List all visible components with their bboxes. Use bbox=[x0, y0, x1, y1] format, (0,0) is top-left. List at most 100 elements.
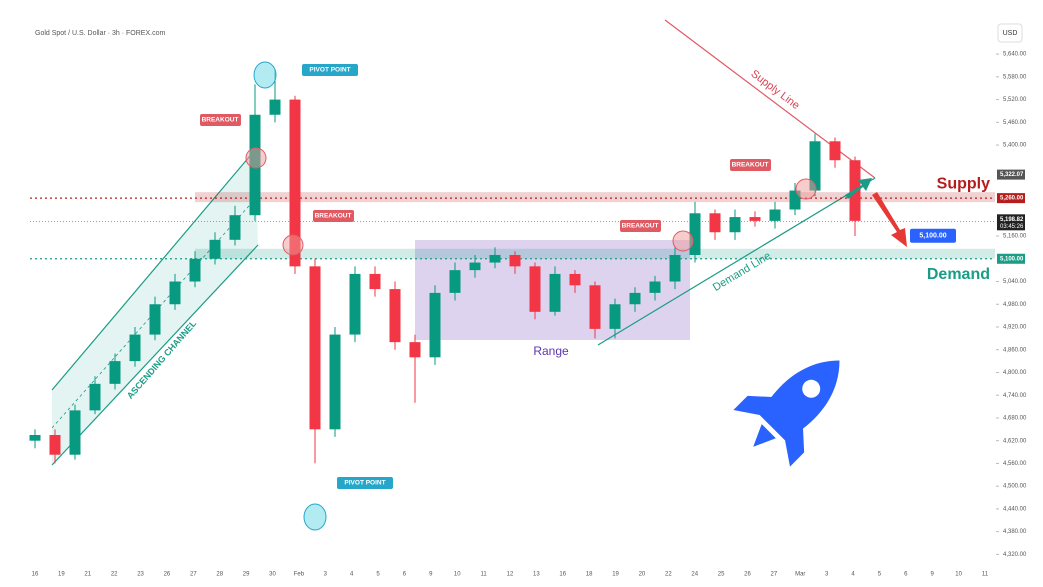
pivot-label: PIVOT POINT bbox=[344, 480, 385, 487]
candle-body bbox=[229, 215, 241, 240]
x-tick-label: 22 bbox=[111, 572, 118, 578]
range-label: Range bbox=[533, 344, 569, 358]
breakout-label: BREAKOUT bbox=[315, 213, 352, 220]
down-arrow bbox=[872, 192, 907, 247]
candle-body bbox=[469, 262, 481, 271]
candle-body bbox=[609, 304, 621, 329]
candle-body bbox=[829, 141, 841, 161]
x-tick-label: 5 bbox=[878, 572, 882, 578]
candle-body bbox=[569, 273, 581, 286]
breakout-label: BREAKOUT bbox=[732, 162, 769, 169]
candle-body bbox=[29, 435, 41, 441]
candle-body bbox=[189, 258, 201, 282]
candle-body bbox=[129, 334, 141, 362]
candle-body bbox=[349, 273, 361, 335]
x-tick-label: 19 bbox=[58, 572, 65, 578]
level-tag bbox=[997, 253, 1025, 264]
pivot-circle bbox=[253, 61, 277, 89]
candle-body bbox=[309, 266, 321, 430]
x-tick-label: Mar bbox=[795, 572, 805, 578]
x-tick-label: 9 bbox=[429, 572, 433, 578]
level-name: Demand bbox=[927, 266, 990, 283]
candle-body bbox=[769, 209, 781, 221]
x-tick-label: 10 bbox=[955, 572, 962, 578]
breakout-circle bbox=[795, 178, 817, 200]
candle-body bbox=[389, 289, 401, 343]
level-name: Supply bbox=[937, 175, 990, 192]
pivot-tag bbox=[337, 477, 393, 489]
target-tag bbox=[910, 228, 956, 243]
x-tick-label: 19 bbox=[612, 572, 619, 578]
y-tick-label: 5,400.00 bbox=[1003, 143, 1027, 149]
y-tick-label: 4,440.00 bbox=[1003, 506, 1027, 512]
candle-body bbox=[369, 273, 381, 290]
candle-body bbox=[709, 213, 721, 233]
x-tick-label: 6 bbox=[403, 572, 407, 578]
x-tick-label: 6 bbox=[904, 572, 908, 578]
candle-body bbox=[649, 281, 661, 293]
candle-body bbox=[89, 383, 101, 411]
candle-body bbox=[69, 410, 81, 455]
pivot-tag bbox=[302, 64, 358, 76]
y-tick-label: 4,980.00 bbox=[1003, 302, 1027, 308]
candle-body bbox=[529, 266, 541, 312]
breakout-tag bbox=[620, 220, 661, 232]
y-tick-label: 4,740.00 bbox=[1003, 393, 1027, 399]
y-tick-label: 4,380.00 bbox=[1003, 529, 1027, 535]
last-high-tag bbox=[997, 169, 1025, 180]
pivot-circle bbox=[303, 503, 327, 531]
candle-body bbox=[669, 254, 681, 282]
x-tick-label: 26 bbox=[744, 572, 751, 578]
x-tick-label: 4 bbox=[350, 572, 354, 578]
breakout-tag bbox=[313, 210, 354, 222]
x-tick-label: Feb bbox=[294, 572, 305, 578]
y-tick-label: 4,800.00 bbox=[1003, 370, 1027, 376]
level-band bbox=[195, 248, 995, 259]
x-tick-label: 28 bbox=[216, 572, 223, 578]
y-tick-label: 5,160.00 bbox=[1003, 234, 1027, 240]
countdown: 03:45:26 bbox=[1000, 224, 1024, 230]
y-tick-label: 4,680.00 bbox=[1003, 416, 1027, 422]
x-tick-label: 26 bbox=[164, 572, 171, 578]
x-tick-label: 16 bbox=[559, 572, 566, 578]
y-tick-label: 5,460.00 bbox=[1003, 120, 1027, 126]
candle-body bbox=[169, 281, 181, 305]
x-tick-label: 9 bbox=[931, 572, 935, 578]
x-tick-label: 27 bbox=[190, 572, 197, 578]
candle-body bbox=[589, 285, 601, 329]
candle-body bbox=[329, 334, 341, 430]
current-label: 5,198.82 bbox=[1000, 217, 1024, 223]
x-tick-label: 27 bbox=[771, 572, 778, 578]
x-tick-label: 20 bbox=[639, 572, 646, 578]
current-tag bbox=[997, 214, 1025, 231]
x-tick-label: 5 bbox=[376, 572, 380, 578]
candle-body bbox=[149, 304, 161, 335]
demand-line bbox=[597, 177, 876, 346]
y-tick-label: 4,920.00 bbox=[1003, 325, 1027, 331]
candle-body bbox=[49, 435, 61, 455]
y-tick-label: 5,040.00 bbox=[1003, 279, 1027, 285]
candle-body bbox=[409, 342, 421, 358]
x-tick-label: 3 bbox=[825, 572, 829, 578]
candle-body bbox=[109, 361, 121, 384]
x-tick-label: 4 bbox=[851, 572, 855, 578]
breakout-label: BREAKOUT bbox=[622, 223, 659, 230]
y-tick-label: 4,560.00 bbox=[1003, 461, 1027, 467]
x-tick-label: 3 bbox=[324, 572, 328, 578]
candle-body bbox=[749, 217, 761, 221]
up-arrow bbox=[845, 178, 872, 199]
level-tag-label: 5,100.00 bbox=[1000, 256, 1024, 262]
x-tick-label: 29 bbox=[243, 572, 250, 578]
level-tag bbox=[997, 193, 1025, 204]
candle-body bbox=[289, 99, 301, 267]
target-label: 5,100.00 bbox=[919, 233, 946, 240]
level-tag-label: 5,260.00 bbox=[1000, 196, 1024, 202]
x-tick-label: 30 bbox=[269, 572, 276, 578]
candle-body bbox=[629, 292, 641, 305]
last-high-label: 5,322.07 bbox=[1000, 172, 1024, 178]
x-tick-label: 18 bbox=[586, 572, 593, 578]
x-tick-label: 22 bbox=[665, 572, 672, 578]
candle-body bbox=[269, 99, 281, 115]
candle-body bbox=[449, 270, 461, 293]
